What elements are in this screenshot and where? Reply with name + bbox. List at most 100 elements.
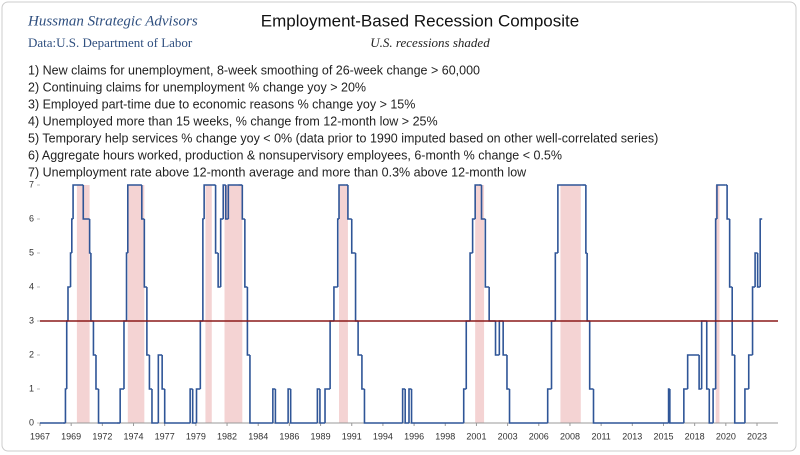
step-segment [126, 184, 141, 253]
step-segment [95, 355, 99, 390]
step-segment [726, 185, 730, 220]
x-tick-label: 2020 [716, 431, 736, 441]
y-tick-label: 5 [29, 247, 34, 257]
step-segment [161, 355, 165, 390]
step-segment [469, 252, 473, 321]
y-tick-label: 3 [29, 315, 34, 325]
recession-band [127, 185, 145, 423]
step-segment [324, 388, 331, 423]
step-segment [333, 286, 338, 321]
step-segment [350, 219, 356, 254]
step-segment [401, 388, 406, 423]
x-tick-label: 1982 [217, 431, 237, 441]
step-segment [404, 389, 409, 424]
step-segment [494, 321, 500, 356]
step-segment [157, 354, 163, 423]
step-segment [119, 388, 124, 423]
x-tick-label: 1972 [92, 431, 112, 441]
step-segment [92, 321, 96, 356]
criterion: 1) New claims for unemployment, 8-week s… [28, 63, 480, 77]
criterion: 6) Aggregate hours worked, production & … [28, 148, 562, 162]
y-tick-label: 4 [29, 281, 34, 291]
criterion: 5) Temporary help services % change yoy … [28, 131, 658, 145]
step-segment [728, 219, 733, 288]
step-segment [669, 389, 684, 424]
y-tick-label: 7 [29, 179, 34, 189]
step-segment [361, 355, 365, 390]
step-segment [316, 388, 320, 423]
x-tick-label: 1986 [279, 431, 299, 441]
step-segment [82, 185, 90, 220]
step-segment [751, 286, 756, 355]
step-segment [72, 184, 82, 219]
step-segment [163, 389, 191, 424]
step-segment [759, 218, 763, 287]
step-segment [756, 253, 761, 288]
step-segment [195, 388, 201, 423]
step-segment [712, 388, 716, 423]
x-tick-label: 1994 [373, 431, 393, 441]
x-tick-label: 1991 [342, 431, 362, 441]
recession-band [715, 185, 720, 423]
step-segment [554, 252, 558, 321]
step-segment [508, 389, 548, 424]
step-segment [272, 388, 276, 423]
recession-band [224, 185, 243, 423]
x-tick-label: 2018 [685, 431, 705, 441]
step-segment [338, 184, 346, 219]
x-tick-label: 1969 [61, 431, 81, 441]
step-segment [241, 185, 245, 220]
step-segment [588, 321, 594, 390]
x-tick-label: 2003 [498, 431, 518, 441]
step-segment [97, 389, 117, 424]
step-segment [484, 219, 490, 288]
step-segment [143, 219, 147, 288]
criterion: 7) Unemployment rate above 12-month aver… [28, 165, 527, 179]
step-segment [502, 321, 507, 356]
step-segment [708, 389, 714, 424]
step-segment [287, 388, 291, 423]
x-tick-label: 2006 [529, 431, 549, 441]
recession-band [339, 185, 348, 423]
step-segment [222, 184, 226, 219]
source: Data:U.S. Department of Labor [28, 35, 193, 50]
x-tick-label: 1979 [186, 431, 206, 441]
step-segment [214, 185, 219, 254]
x-tick-label: 1998 [435, 431, 455, 441]
step-segment [731, 287, 735, 356]
step-segment [67, 286, 71, 321]
step-segment [363, 389, 403, 424]
step-segment [506, 355, 510, 390]
step-segment [462, 388, 467, 423]
step-segment [698, 355, 702, 390]
x-tick-label: 1967 [30, 431, 50, 441]
recession-band [205, 185, 212, 423]
step-segment [189, 388, 193, 423]
step-segment [480, 185, 486, 220]
org: Hussman Strategic Advisors [27, 13, 198, 29]
step-segment [289, 389, 318, 424]
step-segment [474, 184, 479, 219]
x-tick-label: 2023 [747, 431, 767, 441]
x-tick-label: 2015 [653, 431, 673, 441]
step-segment [249, 355, 273, 424]
y-tick-label: 2 [29, 349, 34, 359]
step-segment [754, 252, 758, 287]
step-segment [227, 184, 239, 219]
x-tick-label: 1984 [248, 431, 268, 441]
y-tick-label: 0 [29, 417, 34, 427]
step-segment [224, 185, 229, 220]
step-segment [217, 253, 221, 288]
step-segment [557, 184, 583, 253]
step-segment [716, 184, 726, 219]
x-tick-label: 1989 [311, 431, 331, 441]
step-segment [471, 218, 476, 253]
step-segment [191, 389, 197, 424]
step-segment [347, 185, 352, 220]
subtitle: U.S. recessions shaded [370, 35, 490, 50]
x-tick-label: 1974 [124, 431, 144, 441]
x-tick-label: 1977 [155, 431, 175, 441]
step-segment [203, 184, 214, 219]
criterion: 4) Unemployed more than 15 weeks, % chan… [28, 114, 438, 128]
step-segment [246, 287, 250, 356]
